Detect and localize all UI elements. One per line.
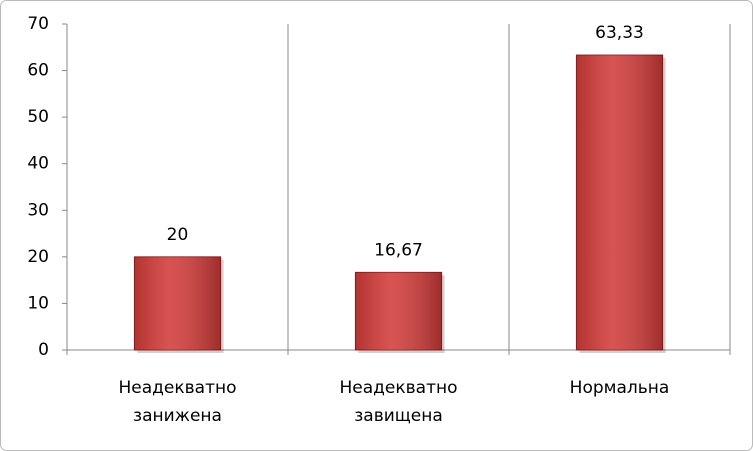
x-tick-label: Нормальна <box>569 378 670 398</box>
y-tick-label: 30 <box>27 200 49 220</box>
y-tick-label: 10 <box>27 293 49 313</box>
bar-shine <box>576 55 663 351</box>
y-tick-label: 60 <box>27 61 49 81</box>
x-tick-label: Неадекватно завищена <box>339 378 458 426</box>
bar-shine <box>134 256 221 350</box>
y-tick-label: 50 <box>27 107 49 127</box>
y-tick-label: 70 <box>27 14 49 34</box>
value-label: 20 <box>167 225 189 245</box>
y-tick-label: 20 <box>27 247 49 267</box>
y-tick-label: 40 <box>27 154 49 174</box>
y-tick-label: 0 <box>38 340 49 360</box>
value-label: 16,67 <box>374 240 423 260</box>
x-tick-label: Неадекватно занижена <box>118 378 237 426</box>
bar-shine <box>355 272 442 350</box>
value-label: 63,33 <box>595 23 644 43</box>
